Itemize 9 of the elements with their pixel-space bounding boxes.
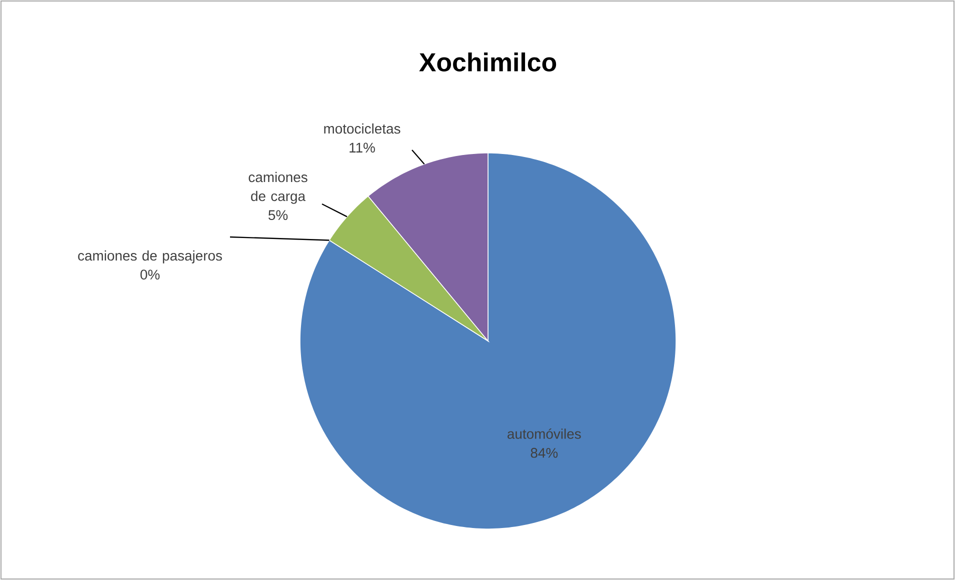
data-label: 84% — [530, 448, 558, 458]
chart-title: Xochimilco — [419, 52, 556, 72]
slice-label: camiones de carga — [248, 172, 308, 204]
text: 0% — [140, 270, 160, 280]
data-label: 11% — [350, 142, 375, 153]
category-label: camiones de pasajeros — [78, 250, 222, 264]
slice-label: motocicletas — [324, 123, 400, 134]
data-label: 5% — [268, 210, 288, 220]
slice-label: automóviles — [508, 428, 581, 439]
